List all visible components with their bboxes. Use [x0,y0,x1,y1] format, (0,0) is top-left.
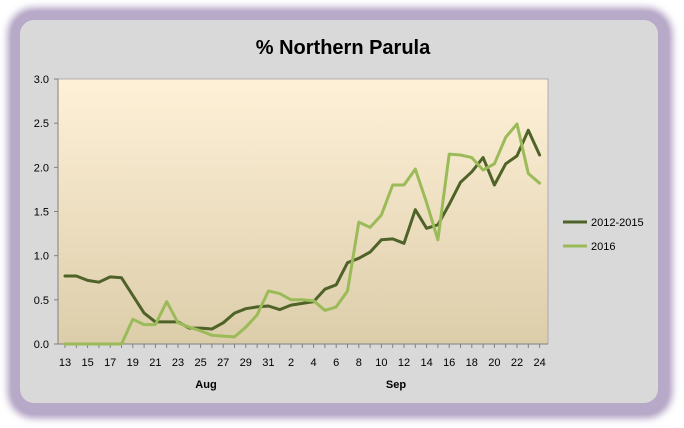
y-tick-label: 0.5 [34,295,49,307]
month-label: Sep [386,379,406,391]
x-tick-label: 29 [240,357,252,369]
x-tick-label: 19 [127,357,139,369]
x-tick-label: 10 [375,357,387,369]
y-tick-label: 2.5 [34,118,49,130]
x-tick-label: 14 [420,357,432,369]
x-tick-label: 17 [104,357,116,369]
x-tick-label: 25 [194,357,206,369]
y-tick-label: 2.0 [34,162,49,174]
legend-label-1: 2016 [591,241,615,253]
x-tick-label: 22 [511,357,523,369]
series-line-1 [63,122,542,346]
x-tick-label: 6 [333,357,339,369]
x-tick-label: 27 [217,357,229,369]
month-label: Aug [195,379,216,391]
x-tick-label: 16 [443,357,455,369]
x-tick-label: 13 [59,357,71,369]
x-tick-label: 24 [533,357,545,369]
x-tick-label: 23 [172,357,184,369]
y-tick-label: 1.5 [34,207,49,219]
x-axis: 13 15 17 19 21 23 25 27 29 31 2 4 6 8 10 12 14 16 18 20 22 24… [58,343,548,391]
y-tick-label: 3.0 [34,74,49,86]
x-tick-label: 20 [488,357,500,369]
chart-title: % Northern Parula [256,37,431,59]
series-layer [63,122,542,346]
series-line-0 [63,128,542,331]
x-tick-label: 2 [288,357,294,369]
y-tick-label: 1.0 [34,251,49,263]
legend-label-0: 2012-2015 [591,217,644,229]
x-tick-label: 12 [398,357,410,369]
x-tick-label: 31 [262,357,274,369]
x-tick-label: 18 [466,357,478,369]
y-tick-label: 0.0 [34,339,49,351]
legend: 2012-2015 2016 [563,217,644,253]
x-tick-label: 4 [311,357,317,369]
x-tick-label: 8 [356,357,362,369]
x-tick-label: 15 [81,357,93,369]
y-axis: 0.0 0.5 1.0 1.5 2.0 2.5 3.0 [34,74,59,351]
x-tick-label: 21 [149,357,161,369]
